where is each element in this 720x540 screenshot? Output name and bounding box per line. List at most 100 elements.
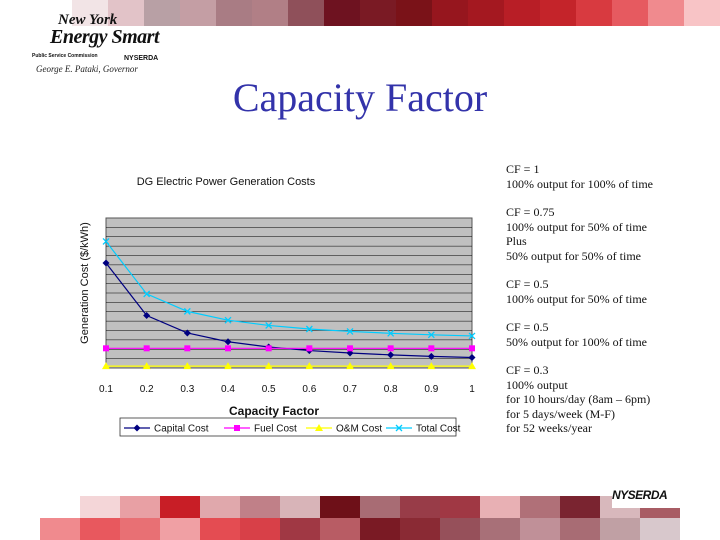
legend-label: Capital Cost	[154, 424, 209, 435]
bottom-band-top-cell	[160, 496, 200, 518]
top-band-cell	[504, 0, 540, 26]
top-band-cell	[252, 0, 288, 26]
bottom-band-top-cell	[240, 496, 280, 518]
top-band-cell	[468, 0, 504, 26]
note-line: CF = 0.5	[506, 277, 549, 291]
notes-panel: CF = 1 100% output for 100% of time CF = 0…	[506, 162, 716, 450]
top-band-cell	[540, 0, 576, 26]
series-line	[105, 241, 473, 337]
bottom-band-row-2	[0, 518, 720, 540]
top-band-cell	[288, 0, 324, 26]
bottom-band-top-cell	[520, 496, 560, 518]
data-point	[224, 316, 232, 324]
bottom-band-bottom-cell	[640, 518, 680, 540]
bottom-band-bottom-cell	[400, 518, 440, 540]
data-point	[102, 259, 110, 267]
note-line: for 5 days/week (M-F)	[506, 406, 615, 421]
bottom-band-top-cell	[80, 496, 120, 518]
x-tick-label: 0.4	[221, 384, 235, 395]
bottom-band-bottom-cell	[0, 518, 40, 540]
y-axis-label: Generation Cost ($/kWh)	[79, 222, 91, 344]
data-point	[386, 362, 395, 370]
top-band-cell	[396, 0, 432, 26]
chart-title: DG Electric Power Generation Costs	[137, 176, 316, 188]
legend-marker	[315, 424, 323, 431]
note-block: CF = 1 100% output for 100% of time	[506, 162, 716, 191]
bottom-band-top-cell	[120, 496, 160, 518]
top-band-cell	[144, 0, 180, 26]
energy-smart-logo: New York Energy Smart Public Service Com…	[28, 12, 170, 74]
bottom-band-bottom-cell	[120, 518, 160, 540]
data-point	[306, 345, 313, 352]
x-tick-label: 0.8	[384, 384, 398, 395]
bottom-band-bottom-cell	[600, 518, 640, 540]
data-point	[305, 325, 313, 333]
note-line: CF = 1	[506, 162, 540, 176]
x-tick-label: 1	[469, 384, 475, 395]
data-point	[183, 307, 191, 315]
logo-psc: Public Service Commission	[32, 53, 98, 59]
bottom-band-top-cell	[40, 496, 80, 518]
x-tick-label: 0.7	[343, 384, 357, 395]
legend-label: O&M Cost	[336, 424, 382, 435]
data-point	[468, 332, 476, 340]
note-line: for 52 weeks/year	[506, 421, 592, 435]
data-point	[225, 345, 231, 352]
legend-marker	[234, 425, 240, 431]
bottom-band-bottom-cell	[160, 518, 200, 540]
chart-svg: DG Electric Power Generation Costs 0.1 0.2…	[79, 176, 476, 437]
logo-line2: Energy Smart	[50, 26, 160, 48]
bottom-band-bottom-cell	[200, 518, 240, 540]
top-band-cell	[216, 0, 252, 26]
bottom-band-top-cell	[320, 496, 360, 518]
legend-box	[119, 417, 457, 437]
data-point	[346, 362, 354, 370]
data-point	[387, 329, 395, 337]
top-band-cell	[108, 0, 144, 26]
note-line: CF = 0.5	[506, 320, 549, 334]
data-point	[427, 352, 435, 360]
top-band-cell	[360, 0, 396, 26]
data-point	[183, 362, 192, 370]
note-block: CF = 0.5 50% output for 100% of time	[506, 320, 716, 349]
data-point	[346, 327, 354, 335]
note-block: CF = 0.5 100% output for 50% of time	[506, 277, 716, 306]
bottom-band-bottom-cell	[520, 518, 560, 540]
top-band-cell	[612, 0, 648, 26]
bottom-band-bottom-cell	[360, 518, 400, 540]
data-point	[428, 345, 435, 352]
bottom-band-bottom-cell	[280, 518, 320, 540]
bottom-band-top-cell	[0, 496, 40, 518]
note-line: 100% output for 50% of time	[506, 219, 647, 234]
data-point	[143, 312, 151, 319]
note-block: CF = 0.75 100% output for 50% of time Plus…	[506, 205, 716, 263]
top-band-cell	[72, 0, 108, 26]
top-band-cell	[648, 0, 684, 26]
cost-chart: DG Electric Power Generation Costs 0.1 0.2…	[74, 160, 476, 450]
logo-line1: New York	[58, 12, 118, 28]
top-band-cell	[0, 0, 36, 26]
data-point	[143, 345, 150, 352]
top-band-cell	[684, 0, 720, 26]
top-band-cell	[576, 0, 612, 26]
bottom-color-band	[0, 496, 720, 540]
bottom-band-bottom-cell	[320, 518, 360, 540]
top-band-cell	[36, 0, 72, 26]
x-tick-label: 0.2	[140, 384, 154, 395]
data-point	[427, 331, 435, 339]
data-point	[264, 362, 273, 370]
data-point	[265, 345, 272, 352]
logo-governor: George E. Pataki, Governor	[36, 64, 138, 74]
data-point	[183, 329, 191, 337]
data-point	[265, 321, 273, 329]
data-point	[387, 351, 395, 359]
nyserda-footer-logo: NYSERDA	[612, 484, 708, 508]
bottom-band-bottom-cell	[480, 518, 520, 540]
note-line: 100% output for 50% of time	[506, 291, 647, 306]
bottom-band-top-cell	[400, 496, 440, 518]
data-point	[305, 362, 314, 370]
top-band-cell	[432, 0, 468, 26]
data-point	[469, 345, 475, 352]
data-point	[102, 362, 110, 370]
top-band-cell	[180, 0, 216, 26]
